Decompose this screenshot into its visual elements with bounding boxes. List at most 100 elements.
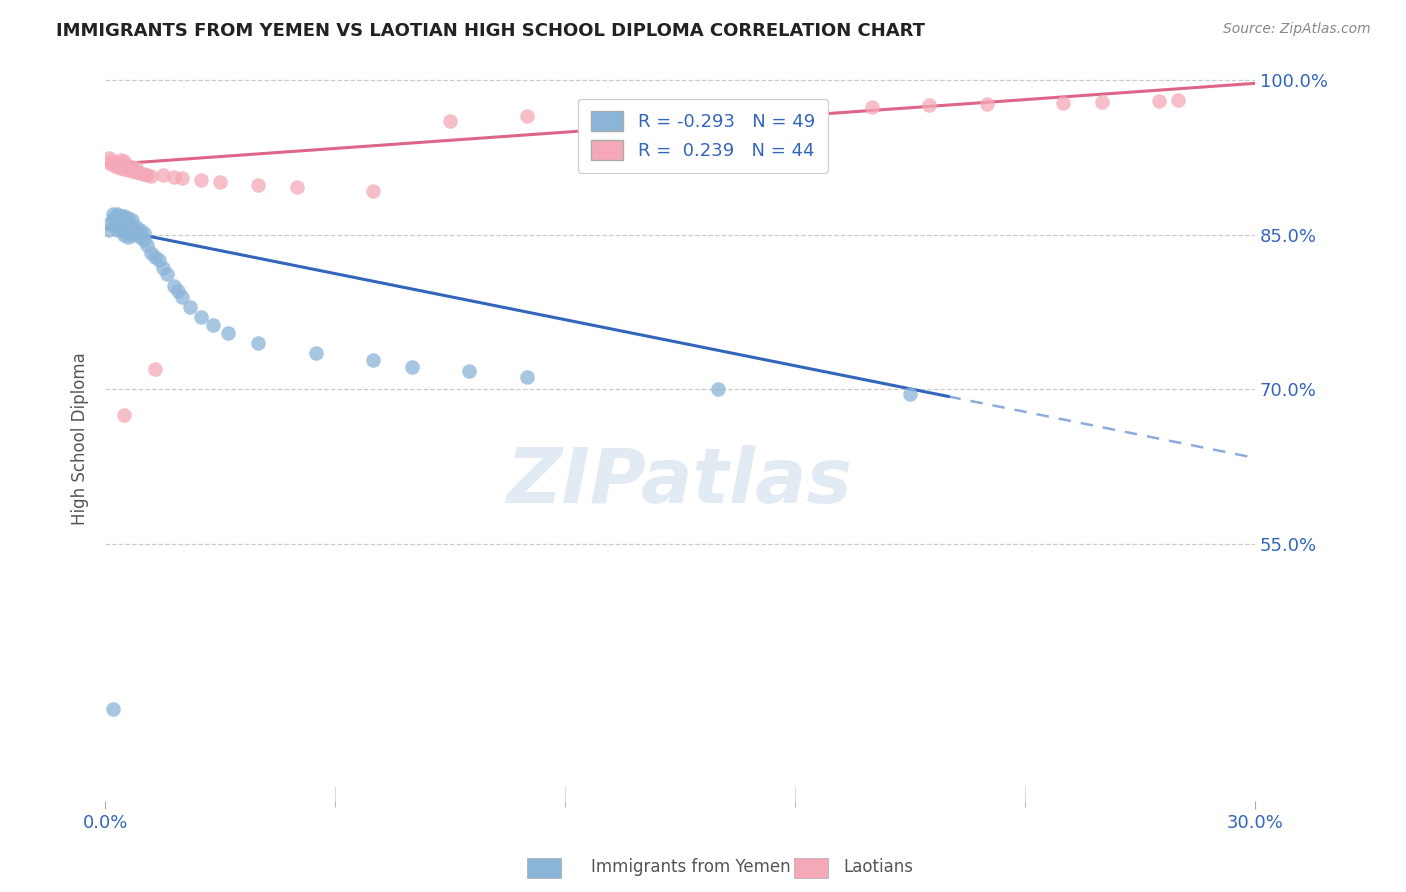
Point bbox=[128, 166, 150, 180]
Point bbox=[163, 170, 186, 185]
Point bbox=[1052, 95, 1074, 110]
Point bbox=[163, 279, 186, 293]
Text: Source: ZipAtlas.com: Source: ZipAtlas.com bbox=[1223, 22, 1371, 37]
Point bbox=[209, 175, 232, 189]
Point bbox=[132, 226, 155, 240]
Point bbox=[125, 226, 148, 240]
Point bbox=[143, 251, 166, 265]
Point bbox=[132, 233, 155, 247]
Point bbox=[1167, 93, 1189, 107]
Point bbox=[98, 218, 121, 232]
Point bbox=[112, 408, 135, 422]
Text: Immigrants from Yemen: Immigrants from Yemen bbox=[591, 858, 790, 876]
Point bbox=[860, 100, 883, 114]
Point bbox=[128, 222, 150, 236]
Point bbox=[110, 153, 132, 167]
Point bbox=[125, 165, 148, 179]
Point bbox=[898, 387, 921, 401]
Point bbox=[167, 285, 190, 299]
Point bbox=[112, 219, 135, 234]
Point bbox=[105, 207, 128, 221]
Point bbox=[148, 253, 170, 268]
Point bbox=[117, 162, 139, 177]
Point bbox=[155, 267, 177, 281]
Point bbox=[101, 701, 124, 715]
Point bbox=[117, 229, 139, 244]
Point bbox=[98, 155, 121, 169]
Point bbox=[112, 227, 135, 242]
Point bbox=[105, 222, 128, 236]
Point bbox=[110, 218, 132, 232]
Point bbox=[152, 260, 174, 275]
Point bbox=[363, 353, 385, 368]
Point bbox=[458, 364, 481, 378]
Point bbox=[190, 173, 212, 187]
Point bbox=[128, 229, 150, 244]
Point bbox=[707, 382, 730, 396]
Point bbox=[110, 157, 132, 171]
Point bbox=[918, 98, 941, 112]
Text: IMMIGRANTS FROM YEMEN VS LAOTIAN HIGH SCHOOL DIPLOMA CORRELATION CHART: IMMIGRANTS FROM YEMEN VS LAOTIAN HIGH SC… bbox=[56, 22, 925, 40]
Y-axis label: High School Diploma: High School Diploma bbox=[72, 351, 89, 524]
Point bbox=[117, 222, 139, 236]
Text: ZIPatlas: ZIPatlas bbox=[508, 445, 853, 519]
Point bbox=[363, 185, 385, 199]
Point bbox=[803, 102, 825, 116]
Point bbox=[707, 104, 730, 119]
Point bbox=[112, 158, 135, 172]
Text: Laotians: Laotians bbox=[844, 858, 914, 876]
Point bbox=[121, 227, 143, 242]
Point bbox=[141, 246, 163, 260]
Point bbox=[101, 207, 124, 221]
Point bbox=[201, 318, 224, 333]
Point bbox=[121, 160, 143, 174]
Point bbox=[179, 300, 201, 314]
Point bbox=[98, 151, 121, 165]
Point bbox=[401, 359, 423, 374]
Point bbox=[117, 218, 139, 232]
Point bbox=[516, 370, 538, 384]
Point bbox=[101, 153, 124, 168]
Point bbox=[170, 171, 193, 186]
Point bbox=[101, 158, 124, 172]
Point bbox=[105, 160, 128, 174]
Point bbox=[110, 161, 132, 175]
Point bbox=[105, 212, 128, 227]
Point bbox=[121, 164, 143, 178]
Point bbox=[121, 213, 143, 227]
Point bbox=[170, 289, 193, 303]
Point bbox=[117, 159, 139, 173]
Point bbox=[101, 212, 124, 227]
Point bbox=[217, 326, 239, 340]
Point bbox=[630, 106, 652, 120]
Point bbox=[112, 161, 135, 176]
Point bbox=[110, 209, 132, 223]
Point bbox=[112, 209, 135, 223]
Point bbox=[132, 167, 155, 181]
Legend: R = -0.293   N = 49, R =  0.239   N = 44: R = -0.293 N = 49, R = 0.239 N = 44 bbox=[578, 99, 828, 173]
Point bbox=[1147, 94, 1170, 108]
Point bbox=[305, 346, 328, 360]
Point bbox=[247, 178, 270, 193]
Point bbox=[976, 97, 998, 112]
Point bbox=[152, 168, 174, 182]
Point bbox=[136, 238, 159, 252]
Point bbox=[125, 219, 148, 234]
Point bbox=[105, 155, 128, 169]
Point bbox=[110, 222, 132, 236]
Point bbox=[1090, 95, 1112, 109]
Point bbox=[247, 335, 270, 350]
Point bbox=[125, 161, 148, 175]
Point bbox=[112, 215, 135, 229]
Point bbox=[117, 211, 139, 226]
Point bbox=[136, 168, 159, 182]
Point bbox=[112, 153, 135, 168]
Point bbox=[516, 109, 538, 123]
Point bbox=[190, 310, 212, 325]
Point bbox=[141, 169, 163, 183]
Point bbox=[98, 222, 121, 236]
Point bbox=[285, 180, 308, 194]
Point bbox=[121, 221, 143, 235]
Point bbox=[143, 361, 166, 376]
Point bbox=[439, 114, 461, 128]
